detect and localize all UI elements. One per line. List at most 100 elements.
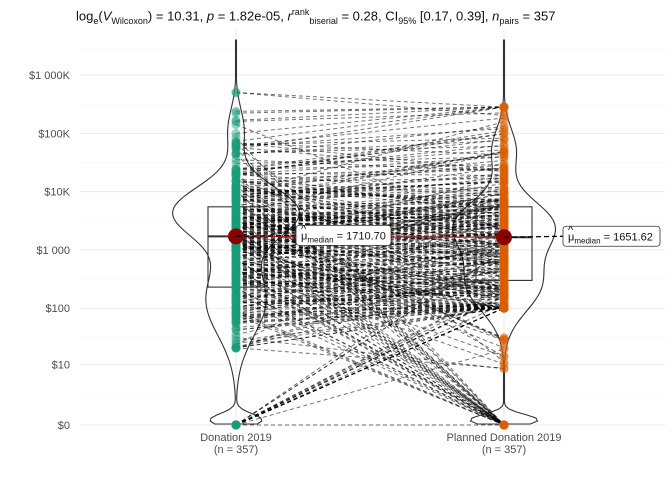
data-point	[231, 246, 241, 256]
data-point	[231, 181, 241, 191]
data-point	[499, 197, 509, 207]
median-label: μmedian = 1651.62	[568, 231, 653, 245]
data-point	[499, 303, 509, 313]
data-point	[231, 195, 241, 205]
data-point	[499, 219, 509, 229]
data-point	[231, 325, 241, 335]
data-point	[231, 218, 241, 228]
data-point	[231, 212, 241, 222]
pair-line	[235, 140, 505, 155]
data-point	[499, 245, 509, 255]
pair-line	[235, 268, 505, 426]
data-point	[231, 195, 241, 205]
data-point	[499, 303, 509, 313]
data-point	[231, 255, 241, 265]
pair-line	[235, 212, 505, 220]
data-point	[499, 203, 509, 213]
data-point	[231, 258, 241, 268]
data-point	[231, 183, 241, 193]
data-point	[231, 87, 241, 97]
data-point	[231, 149, 241, 159]
data-point	[499, 255, 509, 265]
data-point	[231, 291, 241, 301]
data-point	[231, 284, 241, 294]
data-point	[499, 218, 509, 228]
data-point	[231, 215, 241, 225]
data-point	[499, 194, 509, 204]
data-point	[499, 148, 509, 158]
data-point	[499, 188, 509, 198]
data-point	[231, 254, 241, 264]
data-point	[499, 278, 509, 288]
chart-title: loge(VWilcoxon) = 10.31, p = 1.82e-05, r…	[76, 7, 556, 26]
data-point	[231, 302, 241, 312]
data-point	[231, 185, 241, 195]
data-point	[499, 303, 509, 313]
pair-line	[235, 269, 505, 284]
y-tick-label: $1 000K	[29, 70, 71, 82]
data-point	[499, 303, 509, 313]
data-point	[499, 174, 509, 184]
data-point	[499, 420, 509, 430]
data-point	[231, 167, 241, 177]
pair-line	[235, 245, 505, 297]
data-point	[231, 332, 241, 342]
pair-line	[235, 106, 505, 114]
data-point	[231, 295, 241, 305]
y-tick-label: $100K	[38, 128, 70, 140]
data-point	[231, 314, 241, 324]
data-point	[231, 212, 241, 222]
data-point	[231, 264, 241, 274]
data-point	[231, 420, 241, 430]
data-point	[499, 245, 509, 255]
pair-line	[235, 168, 505, 176]
data-point	[231, 245, 241, 255]
data-point	[231, 269, 241, 279]
data-point	[499, 214, 509, 224]
pair-line	[235, 243, 505, 304]
data-point	[499, 420, 509, 430]
data-point	[231, 210, 241, 220]
pair-line	[235, 145, 505, 154]
pair-line	[235, 307, 505, 331]
data-point	[231, 325, 241, 335]
data-point	[231, 195, 241, 205]
data-point	[499, 203, 509, 213]
pair-line	[235, 283, 505, 309]
data-point	[499, 287, 509, 297]
data-point	[499, 195, 509, 205]
data-point	[231, 420, 241, 430]
data-point	[499, 208, 509, 218]
data-point	[499, 185, 509, 195]
data-point	[499, 273, 509, 283]
data-point	[499, 420, 509, 430]
data-point	[499, 266, 509, 276]
data-point	[499, 298, 509, 308]
data-point	[499, 215, 509, 225]
data-point	[499, 420, 509, 430]
data-point	[231, 185, 241, 195]
pair-line	[235, 243, 505, 256]
data-point	[231, 316, 241, 326]
data-point	[499, 117, 509, 127]
data-point	[231, 250, 241, 260]
data-point	[499, 102, 509, 112]
data-point	[231, 205, 241, 215]
pair-line	[235, 273, 505, 336]
data-point	[231, 164, 241, 174]
data-point	[499, 172, 509, 182]
data-point	[499, 264, 509, 274]
data-point	[499, 102, 509, 112]
pair-line	[235, 106, 505, 142]
data-point	[499, 281, 509, 291]
pair-line	[235, 181, 505, 194]
data-point	[499, 420, 509, 430]
data-point	[499, 294, 509, 304]
data-point	[499, 420, 509, 430]
data-point	[231, 283, 241, 293]
data-point	[499, 278, 509, 288]
pair-line	[235, 252, 505, 271]
data-point	[499, 208, 509, 218]
pair-line	[235, 156, 505, 175]
pair-line	[235, 307, 505, 319]
